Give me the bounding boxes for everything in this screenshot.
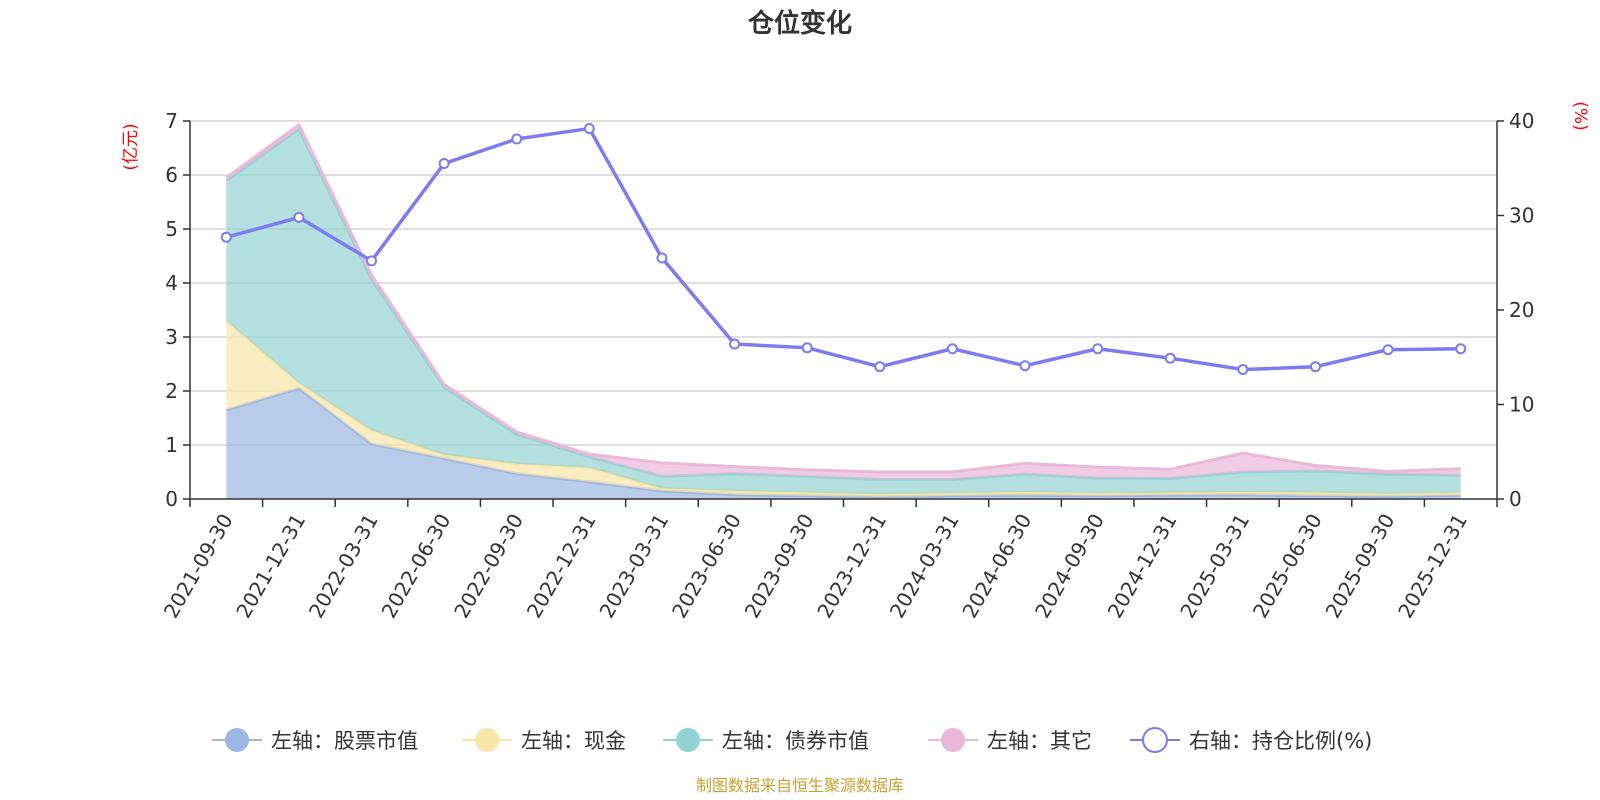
right-axis-tick-label: 20	[1509, 298, 1534, 322]
left-axis-tick-label: 6	[165, 163, 178, 187]
ratio-point[interactable]	[1164, 352, 1176, 364]
area-series-3-edge	[225, 123, 1461, 474]
ratio-point[interactable]	[511, 133, 523, 145]
left-axis-tick-label: 1	[165, 433, 178, 457]
legend-marker	[475, 728, 499, 752]
x-axis-tick-label: 2024-03-31	[885, 510, 964, 623]
ratio-line	[225, 126, 1461, 372]
legend-label: 左轴：股票市值	[271, 729, 418, 753]
legend-item-1[interactable]: 左轴：现金	[462, 728, 626, 753]
legend-label: 左轴：现金	[521, 729, 626, 753]
x-axis-tick-label: 2023-12-31	[812, 510, 891, 623]
legend-marker	[225, 728, 249, 752]
ratio-point[interactable]	[220, 231, 232, 243]
ratio-point[interactable]	[801, 342, 813, 354]
x-axis-tick-label: 2025-03-31	[1175, 510, 1254, 623]
legend-item-4[interactable]: 右轴：持仓比例(%)	[1130, 727, 1372, 753]
x-axis-tick-label: 2023-06-30	[667, 510, 746, 623]
x-axis-tick-label: 2022-12-31	[522, 510, 601, 623]
ratio-point[interactable]	[1455, 343, 1467, 355]
legend: 左轴：股票市值 左轴：现金 左轴：债券市值 左轴：其它 右轴：持仓比例(%)	[212, 727, 1372, 753]
ratio-point[interactable]	[438, 158, 450, 170]
legend-label: 左轴：其它	[987, 729, 1092, 753]
legend-item-3[interactable]: 左轴：其它	[928, 728, 1092, 753]
x-axis-tick-label: 2021-12-31	[231, 510, 310, 623]
left-axis-tick-label: 7	[165, 109, 178, 133]
right-axis-tick-label: 0	[1509, 487, 1522, 511]
ratio-point[interactable]	[1019, 360, 1031, 372]
x-axis-tick-label: 2023-03-31	[594, 510, 673, 623]
legend-marker	[1142, 727, 1168, 753]
ratio-point[interactable]	[1237, 364, 1249, 376]
ratio-point[interactable]	[583, 123, 595, 135]
right-axis-tick-label: 30	[1509, 204, 1534, 228]
right-axis-tick-label: 10	[1509, 393, 1534, 417]
ratio-line-layer	[220, 123, 1467, 376]
x-axis-tick-label: 2021-09-30	[159, 510, 238, 623]
x-axis-tick-label: 2025-09-30	[1321, 510, 1400, 623]
x-axis-tick-label: 2024-12-31	[1103, 510, 1182, 623]
left-axis-tick-label: 0	[165, 487, 178, 511]
x-axis-tick-label: 2024-09-30	[1030, 510, 1109, 623]
x-axis-tick-label: 2025-12-31	[1393, 510, 1472, 623]
left-axis-tick-label: 4	[165, 271, 178, 295]
legend-label: 右轴：持仓比例(%)	[1189, 729, 1372, 753]
ratio-point[interactable]	[1092, 343, 1104, 355]
left-axis-tick-label: 5	[165, 217, 178, 241]
x-axis-tick-label: 2022-03-31	[304, 510, 383, 623]
ratio-point[interactable]	[1382, 344, 1394, 356]
data-source-note: 制图数据来自恒生聚源数据库	[696, 776, 904, 795]
ratio-point[interactable]	[656, 252, 668, 264]
stacked-areas	[225, 123, 1461, 499]
x-axis-tick-label: 2022-09-30	[449, 510, 528, 623]
area-series-0	[226, 388, 1461, 499]
x-axis-tick-label: 2023-09-30	[740, 510, 819, 623]
x-axis-tick-label: 2024-06-30	[957, 510, 1036, 623]
legend-item-2[interactable]: 左轴：债券市值	[663, 728, 869, 753]
legend-item-0[interactable]: 左轴：股票市值	[212, 728, 418, 753]
ratio-point[interactable]	[946, 343, 958, 355]
right-axis-unit: (%)	[1570, 101, 1590, 130]
left-axis-tick-label: 2	[165, 379, 178, 403]
ratio-point[interactable]	[729, 338, 741, 350]
ratio-point[interactable]	[293, 211, 305, 223]
area-series-2	[226, 129, 1461, 495]
legend-label: 左轴：债券市值	[722, 729, 869, 753]
legend-marker	[676, 728, 700, 752]
x-axis-tick-label: 2022-06-30	[377, 510, 456, 623]
right-axis-tick-label: 40	[1509, 109, 1534, 133]
ratio-point[interactable]	[366, 255, 378, 267]
chart-title: 仓位变化	[747, 8, 852, 39]
legend-marker	[941, 728, 965, 752]
x-axis-tick-label: 2025-06-30	[1248, 510, 1327, 623]
left-axis-unit: (亿元)	[121, 123, 141, 170]
left-axis-tick-label: 3	[165, 325, 178, 349]
ratio-point[interactable]	[1309, 361, 1321, 373]
ratio-point[interactable]	[874, 361, 886, 373]
